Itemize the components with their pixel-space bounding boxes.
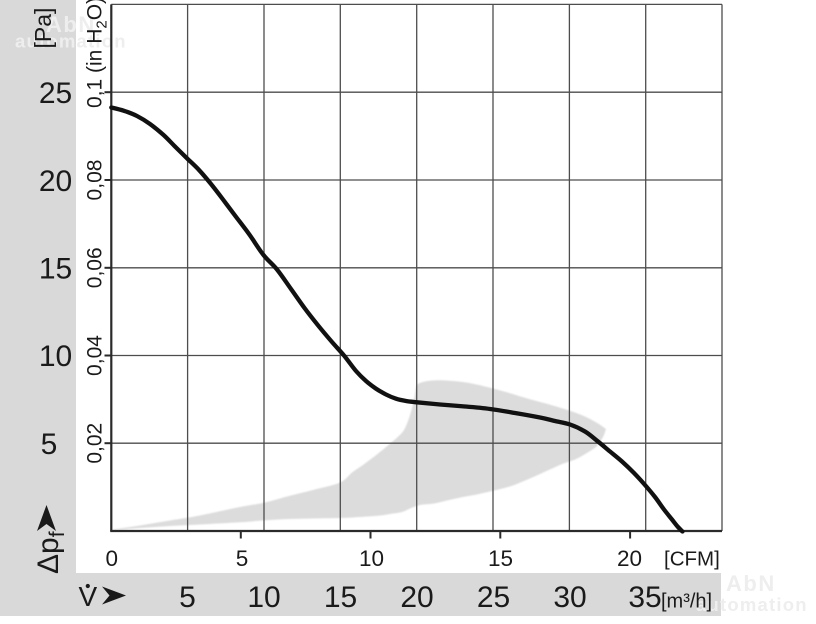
- svg-text:15: 15: [39, 253, 72, 286]
- svg-text:5: 5: [236, 546, 249, 571]
- svg-text:[m³/h]: [m³/h]: [661, 591, 712, 613]
- svg-text:5: 5: [179, 581, 196, 614]
- svg-text:35: 35: [628, 581, 661, 614]
- svg-text:Δpf: Δpf: [32, 531, 69, 574]
- svg-text:10: 10: [39, 340, 72, 373]
- svg-text:AbN: AbN: [46, 12, 96, 37]
- svg-text:15: 15: [488, 546, 513, 571]
- svg-text:automation: automation: [696, 594, 808, 615]
- svg-text:15: 15: [324, 581, 357, 614]
- svg-text:20: 20: [39, 165, 72, 198]
- svg-text:AbN: AbN: [726, 571, 776, 596]
- svg-text:25: 25: [39, 77, 72, 110]
- svg-text:[Pa]: [Pa]: [30, 8, 56, 49]
- svg-text:10: 10: [359, 546, 384, 571]
- svg-text:V: V: [79, 581, 98, 612]
- svg-text:5: 5: [41, 428, 58, 461]
- svg-text:0,02: 0,02: [84, 423, 107, 464]
- svg-text:0,06: 0,06: [84, 247, 107, 288]
- svg-text:automation: automation: [15, 31, 127, 52]
- svg-text:10: 10: [247, 581, 280, 614]
- svg-text:20: 20: [400, 581, 433, 614]
- svg-text:0,08: 0,08: [84, 160, 107, 201]
- svg-text:0,1 (in H2O): 0,1 (in H2O): [84, 0, 111, 108]
- svg-text:25: 25: [477, 581, 510, 614]
- svg-text:0,04: 0,04: [84, 335, 107, 376]
- svg-text:0: 0: [105, 546, 118, 571]
- svg-text:30: 30: [553, 581, 586, 614]
- svg-text:[CFM]: [CFM]: [664, 548, 720, 571]
- svg-text:20: 20: [617, 546, 642, 571]
